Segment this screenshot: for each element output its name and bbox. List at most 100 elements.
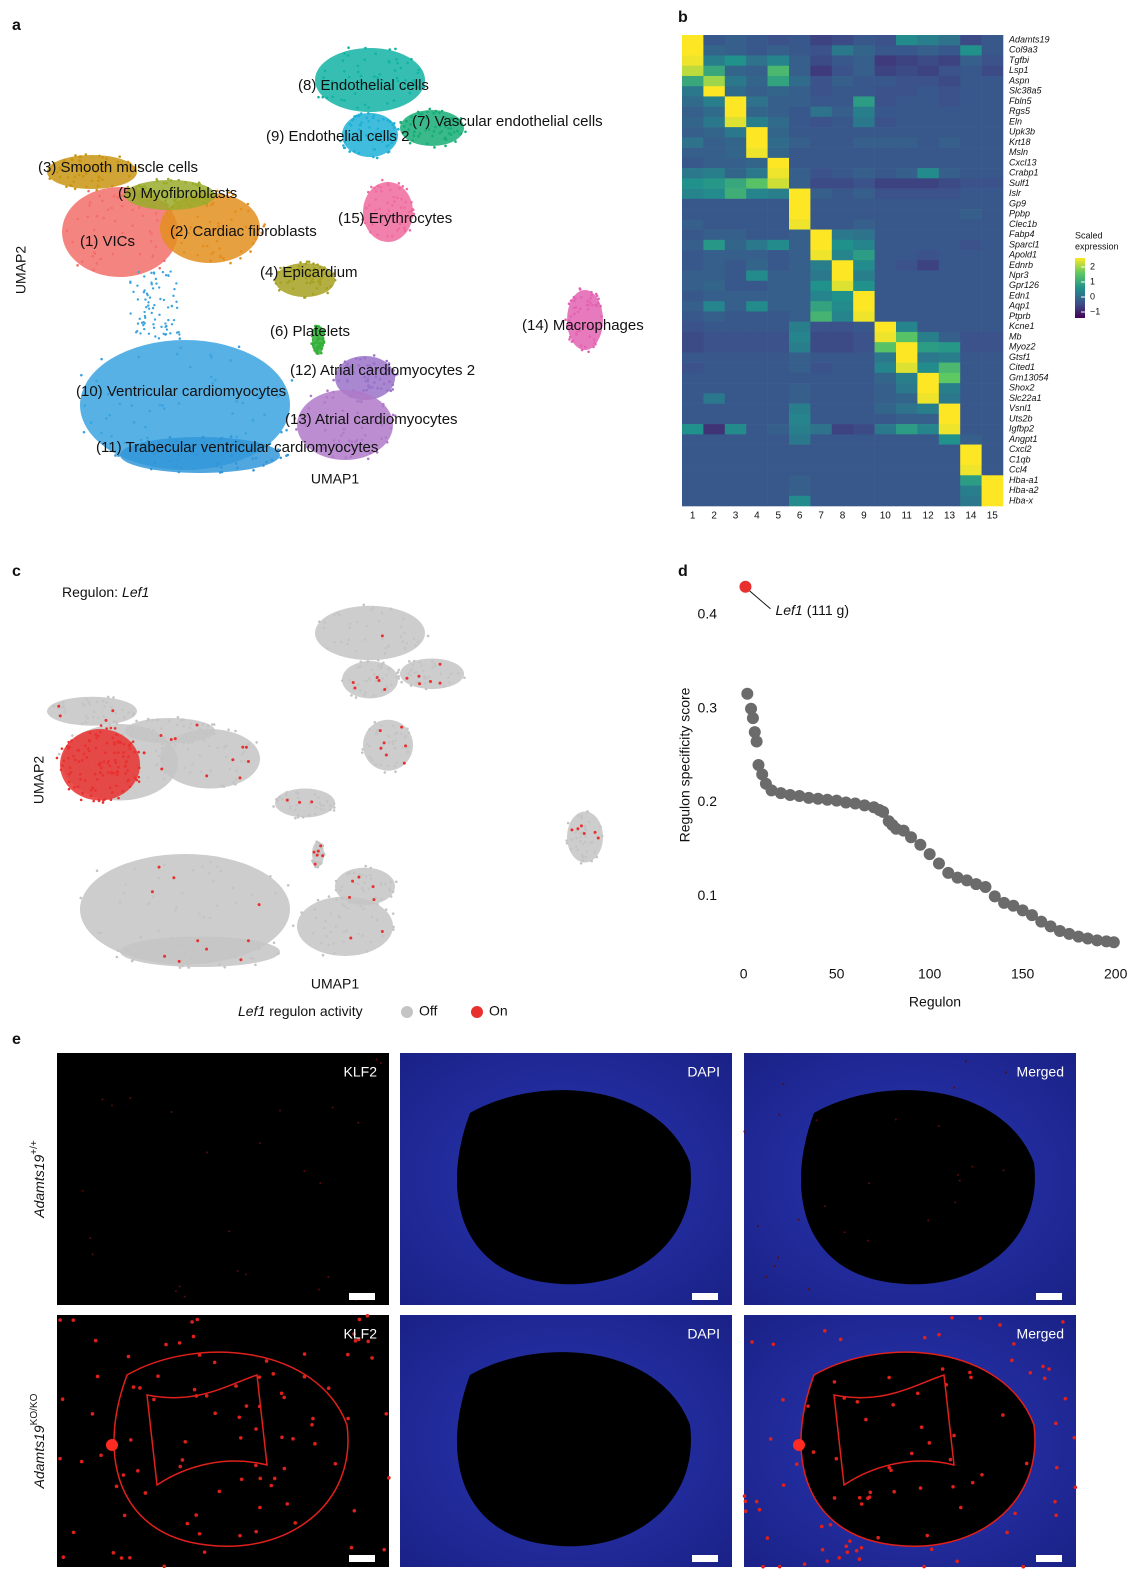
cell-dot (143, 314, 147, 318)
cell-dot (387, 735, 391, 738)
cell-dot (180, 241, 184, 245)
cell-dot (158, 266, 161, 270)
cell-dot (373, 720, 377, 724)
heatmap-cell (746, 301, 768, 312)
active-cell-dot (108, 764, 112, 768)
gene-label: Mb (1009, 331, 1022, 341)
cell-dot (113, 219, 117, 223)
heatmap-cell (896, 55, 918, 67)
cell-dot (356, 106, 359, 109)
cell-dot (396, 214, 400, 218)
gene-label: Hba-a2 (1009, 485, 1039, 495)
cell-dot (321, 342, 324, 346)
heatmap-cell (853, 260, 875, 271)
cell-dot (108, 722, 111, 726)
heatmap-cell (831, 413, 854, 425)
heatmap-cell (682, 434, 704, 445)
signal (844, 1544, 849, 1548)
heatmap-cell (917, 495, 940, 507)
cell-dot (349, 443, 353, 446)
heatmap-cell (896, 116, 918, 128)
heatmap-cell (874, 270, 897, 282)
signal (781, 1483, 786, 1487)
cell-dot (201, 865, 204, 869)
heatmap-cell (938, 86, 961, 97)
cell-dot (416, 110, 420, 114)
cell-dot (364, 691, 367, 694)
heatmap-cell (682, 106, 704, 118)
heatmap-cell (874, 403, 897, 415)
heatmap-cell (724, 434, 747, 445)
heatmap-cell (746, 45, 768, 56)
cell-dot (412, 212, 416, 216)
cell-dot (395, 761, 399, 765)
cell-dot (371, 668, 374, 672)
cell-dot (202, 739, 206, 742)
cluster-area (275, 788, 335, 818)
heatmap-cell (789, 475, 811, 486)
active-cell-dot (113, 743, 116, 746)
cell-dot (317, 796, 320, 799)
heatmap-cell (896, 96, 918, 107)
heatmap-cell (981, 250, 1004, 261)
signal (326, 1386, 331, 1391)
heatmap-cell (724, 454, 747, 466)
legend-swatch (401, 1006, 413, 1018)
heatmap-cell (938, 209, 961, 220)
heatmap-cell (917, 127, 940, 138)
cell-dot (100, 168, 103, 171)
x-axis-title: Regulon (909, 994, 961, 1010)
cell-dot (376, 137, 380, 141)
heatmap-cell (917, 342, 940, 353)
cell-dot (127, 190, 130, 193)
heatmap-cell (960, 424, 982, 435)
heatmap-cell (724, 209, 747, 220)
cell-dot (368, 204, 371, 207)
signal (777, 1564, 782, 1569)
annotation-rest: (111 g) (807, 601, 849, 617)
heatmap-cell (703, 454, 726, 466)
cell-dot (102, 715, 105, 718)
cell-dot (165, 181, 168, 185)
cell-dot (176, 716, 180, 719)
cell-dot (412, 79, 415, 82)
channel-label: KLF2 (344, 1326, 378, 1342)
cell-dot (364, 864, 368, 868)
cell-dot (449, 133, 453, 137)
cell-dot (317, 842, 321, 845)
cell-dot (154, 197, 158, 200)
cell-dot (215, 239, 219, 243)
point (858, 799, 871, 812)
heatmap-cell (789, 352, 811, 363)
cell-dot (424, 675, 427, 679)
cell-dot (329, 285, 333, 288)
cell-dot (208, 871, 211, 875)
cell-dot (358, 665, 362, 668)
active-cell-dot (244, 745, 248, 749)
cell-dot (104, 170, 107, 174)
cell-dot (401, 746, 404, 750)
cell-dot (163, 863, 166, 866)
y-tick-label: 0.1 (698, 887, 718, 903)
cell-dot (379, 883, 383, 887)
heatmap-cell (917, 35, 940, 46)
cell-dot (129, 312, 132, 315)
heatmap-cell (917, 250, 940, 261)
cell-dot (155, 177, 158, 181)
cell-dot (285, 790, 288, 794)
active-cell-dot (83, 779, 87, 782)
heatmap-cell (724, 290, 747, 302)
heatmap-cell (938, 454, 961, 466)
cell-dot (401, 184, 405, 188)
cell-dot (404, 734, 408, 738)
cell-dot (239, 759, 243, 763)
cluster-area (400, 110, 464, 146)
cell-dot (360, 438, 364, 442)
cell-dot (137, 165, 141, 169)
cell-dot (172, 318, 176, 322)
heatmap-cell (746, 116, 768, 128)
signal (379, 1061, 382, 1064)
cell-dot (418, 661, 422, 664)
cell-dot (99, 257, 102, 261)
